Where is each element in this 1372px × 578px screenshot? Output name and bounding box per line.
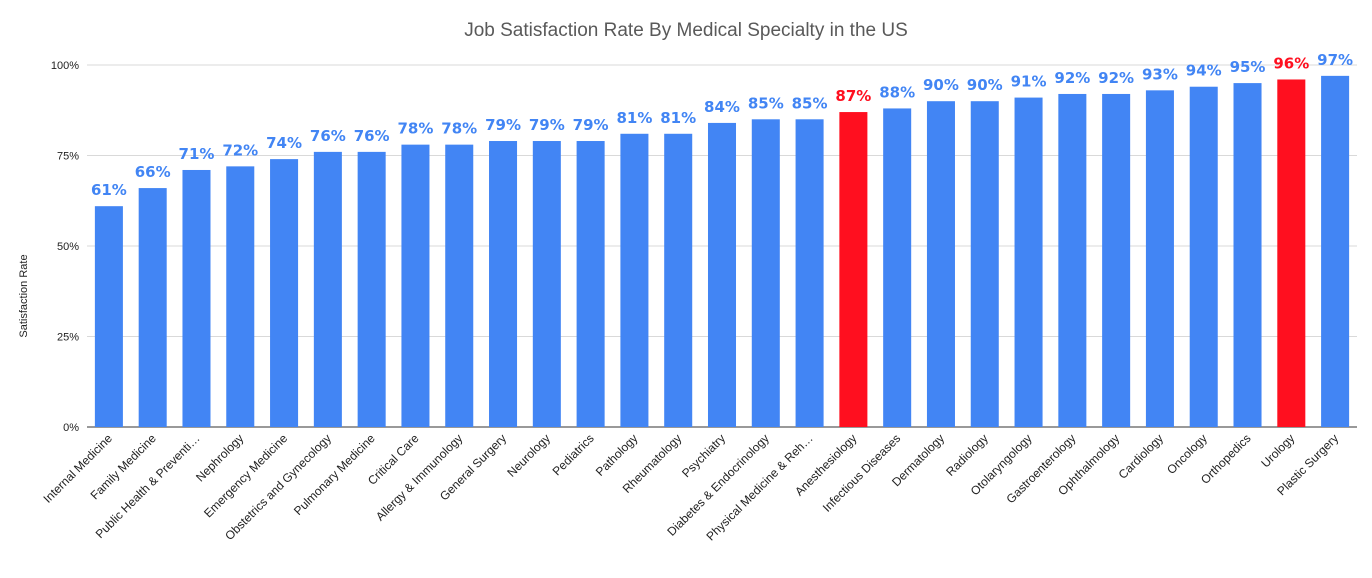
x-tick-label: Pulmonary Medicine [291,431,378,518]
bar [1145,90,1174,427]
bar [1058,93,1087,428]
data-label: 74% [266,134,302,152]
data-label: 88% [879,83,915,101]
data-label: 92% [1054,69,1090,87]
x-tick-label: Pediatrics [550,431,597,478]
x-tick-label: Infectious Diseases [820,431,903,514]
data-label: 66% [135,163,171,181]
bar [489,141,518,427]
chart-title: Job Satisfaction Rate By Medical Special… [464,20,908,41]
bar [576,141,605,427]
data-label: 76% [354,127,390,145]
x-tick-label: Emergency Medicine [201,431,290,520]
data-label: 61% [91,181,127,199]
data-label: 95% [1230,58,1266,76]
bar [313,151,342,427]
x-tick-label: Oncology [1164,431,1210,477]
data-label: 78% [397,120,433,138]
data-label: 97% [1317,51,1353,69]
data-label: 87% [835,87,871,105]
bar [1277,79,1306,427]
x-tick-label: Urology [1258,431,1297,470]
x-tick-label: Neurology [504,431,553,480]
bar [795,119,824,428]
data-label: 90% [967,76,1003,94]
data-label: 91% [1011,73,1047,91]
bar [883,108,912,427]
y-tick-label: 0% [63,422,79,434]
data-label: 78% [441,120,477,138]
y-tick-label: 25% [57,332,79,344]
bar [532,141,561,427]
data-label: 93% [1142,65,1178,83]
y-tick-label: 75% [57,151,79,163]
bar [751,119,780,428]
bar [839,112,868,427]
data-label: 81% [660,109,696,127]
y-axis-ticks: 0% 25% 50% 75% 100% [51,60,79,434]
bar [970,101,999,427]
data-label: 76% [310,127,346,145]
bar [182,169,211,428]
y-tick-label: 100% [51,60,79,72]
bar [1233,83,1262,427]
y-tick-label: 50% [57,241,79,253]
x-tick-label: Allergy & Immunology [373,431,465,523]
bars [94,75,1350,428]
bar [270,159,299,427]
data-label: 94% [1186,62,1222,80]
data-label: 92% [1098,69,1134,87]
x-tick-label: Cardiology [1116,431,1166,481]
bar [926,101,955,427]
data-label: 96% [1273,54,1309,72]
data-label: 85% [748,94,784,112]
bar [357,151,386,427]
data-label: 85% [792,94,828,112]
bar [1189,86,1218,427]
data-labels: 61% 66% 71% 72% 74% 76% 76% 78% 78% 79% 79% 79% 81% 8… [91,51,1353,199]
data-label: 72% [222,141,258,159]
data-label: 71% [179,145,215,163]
y-axis-label: Satisfaction Rate [18,254,30,337]
data-label: 79% [485,116,521,134]
bar [1014,97,1043,427]
data-label: 84% [704,98,740,116]
bar [138,188,167,427]
bar [401,144,430,427]
bar [1102,93,1131,428]
data-label: 79% [573,116,609,134]
bar [445,144,474,427]
data-label: 81% [616,109,652,127]
bar [226,166,255,428]
bar [1321,75,1350,428]
bar [707,122,737,428]
bar [664,133,693,427]
data-label: 79% [529,116,565,134]
bar [94,206,123,427]
bar [620,133,649,427]
data-label: 90% [923,76,959,94]
